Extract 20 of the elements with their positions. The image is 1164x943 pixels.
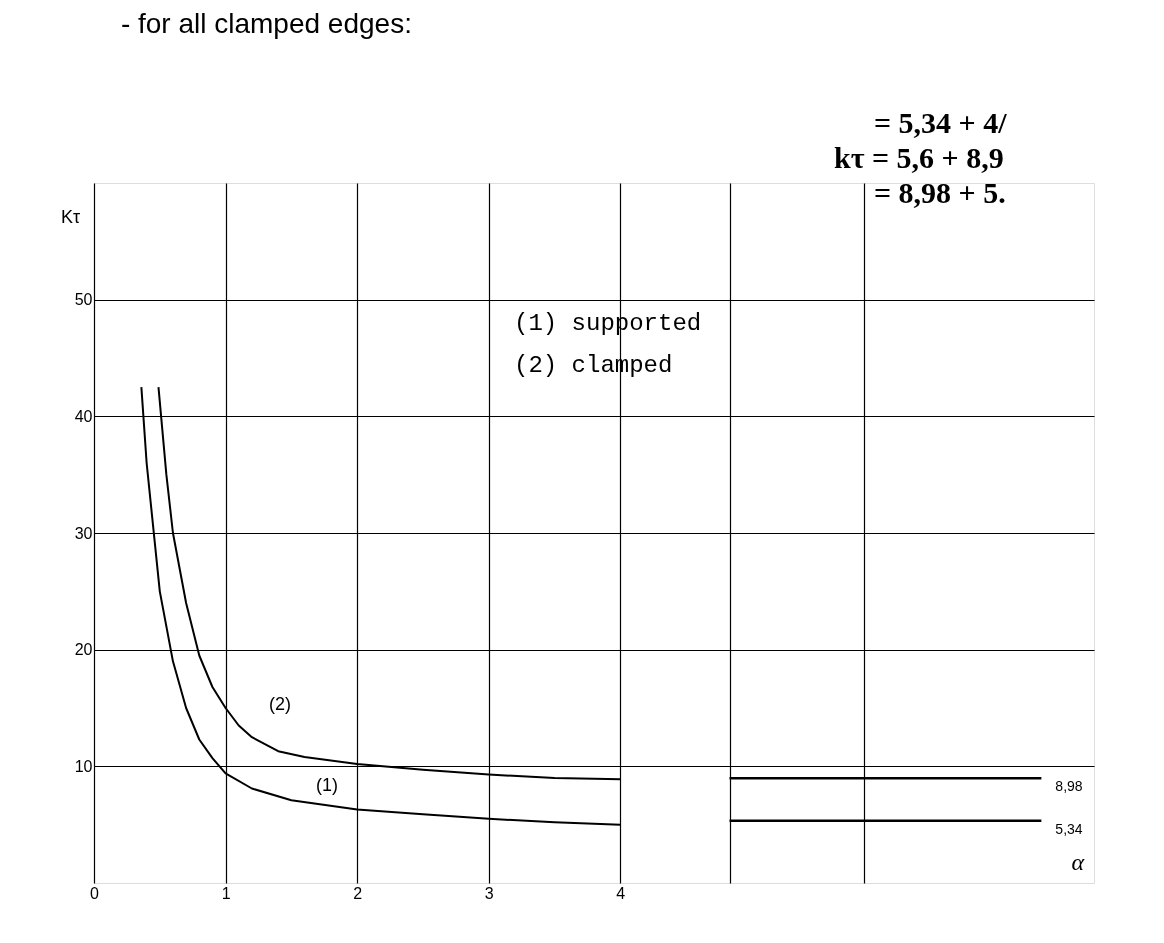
- x-tick-label: 3: [484, 884, 494, 902]
- y-tick-label: 50: [74, 291, 93, 309]
- x-tick-label: 1: [221, 884, 231, 902]
- ref-line-label: 5,34: [1055, 820, 1083, 837]
- chart-title: - for all clamped edges:: [120, 7, 412, 39]
- y-axis-title: Kτ: [60, 207, 80, 227]
- y-tick-label: 40: [74, 407, 93, 425]
- y-tick-label: 30: [74, 524, 93, 542]
- y-tick-label: 20: [74, 641, 93, 659]
- annotation: = 8,98 + 5.: [874, 175, 1006, 209]
- y-tick-label: 10: [74, 757, 93, 775]
- annotation: (1): [316, 775, 338, 796]
- text: kτ = 5,6 + 8,9: [834, 140, 1004, 174]
- ref-line-label: 8,98: [1055, 778, 1083, 795]
- x-tick-label: 2: [353, 884, 363, 902]
- x-axis-title: α: [1071, 849, 1085, 875]
- annotation: (2): [269, 693, 291, 714]
- text: = 5,34 + 4/: [874, 105, 1008, 139]
- x-tick-label: 4: [616, 884, 626, 902]
- x-tick-label: 0: [90, 884, 100, 902]
